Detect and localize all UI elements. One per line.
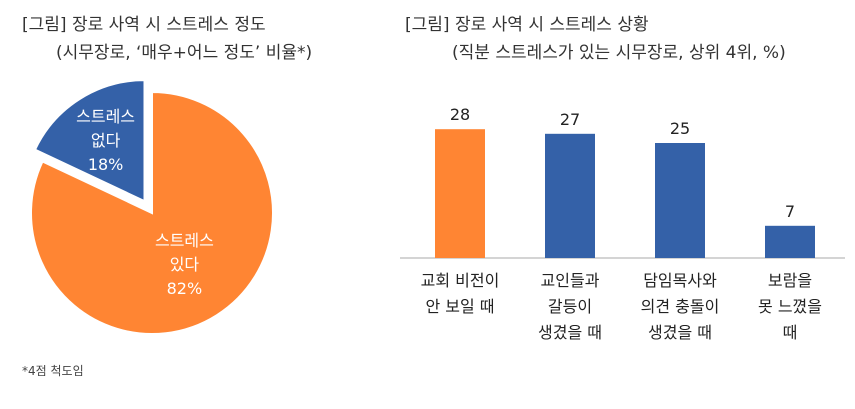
pie-slice-label: 있다 — [170, 255, 200, 274]
category-label: 생겼을 때 — [538, 323, 602, 342]
category-label: 생겼을 때 — [648, 323, 712, 342]
pie-slice — [33, 79, 146, 203]
category-label: 교인들과 — [541, 271, 600, 290]
category-label: 의견 충돌이 — [641, 297, 720, 316]
pie-slice — [30, 90, 274, 335]
category-label: 때 — [783, 323, 798, 342]
pie-slice-label: 스트레스 — [76, 107, 135, 126]
category-label: 교회 비전이 — [421, 271, 500, 290]
bar-value-label: 25 — [670, 119, 690, 138]
category-label: 보람을 — [768, 271, 812, 290]
category-label: 안 보일 때 — [425, 297, 494, 316]
bar-value-label: 28 — [450, 105, 470, 124]
bar-chart-title: [그림] 장로 사역 시 스트레스 상황 — [405, 15, 649, 35]
bar-chart-subtitle: (직분 스트레스가 있는 시무장로, 상위 4위, %) — [452, 43, 786, 63]
pie-slice-label: 없다 — [91, 131, 121, 150]
bar — [655, 143, 705, 258]
bar-value-label: 7 — [785, 202, 795, 221]
bar — [435, 129, 485, 258]
pie-slice-value: 18% — [88, 155, 124, 174]
footnote: *4점 척도임 — [22, 364, 84, 378]
category-label: 갈등이 — [548, 297, 592, 316]
pie-chart-title: [그림] 장로 사역 시 스트레스 정도 — [22, 15, 266, 35]
category-label: 못 느꼈을 — [758, 297, 822, 316]
bar-value-label: 27 — [560, 110, 580, 129]
pie-slice-label: 스트레스 — [155, 231, 214, 250]
bar — [765, 225, 815, 258]
bar — [545, 133, 595, 258]
category-label: 담임목사와 — [643, 271, 717, 290]
pie-chart-subtitle: (시무장로, ‘매우+어느 정도’ 비율*) — [56, 43, 313, 63]
pie-slice-value: 82% — [167, 279, 203, 298]
